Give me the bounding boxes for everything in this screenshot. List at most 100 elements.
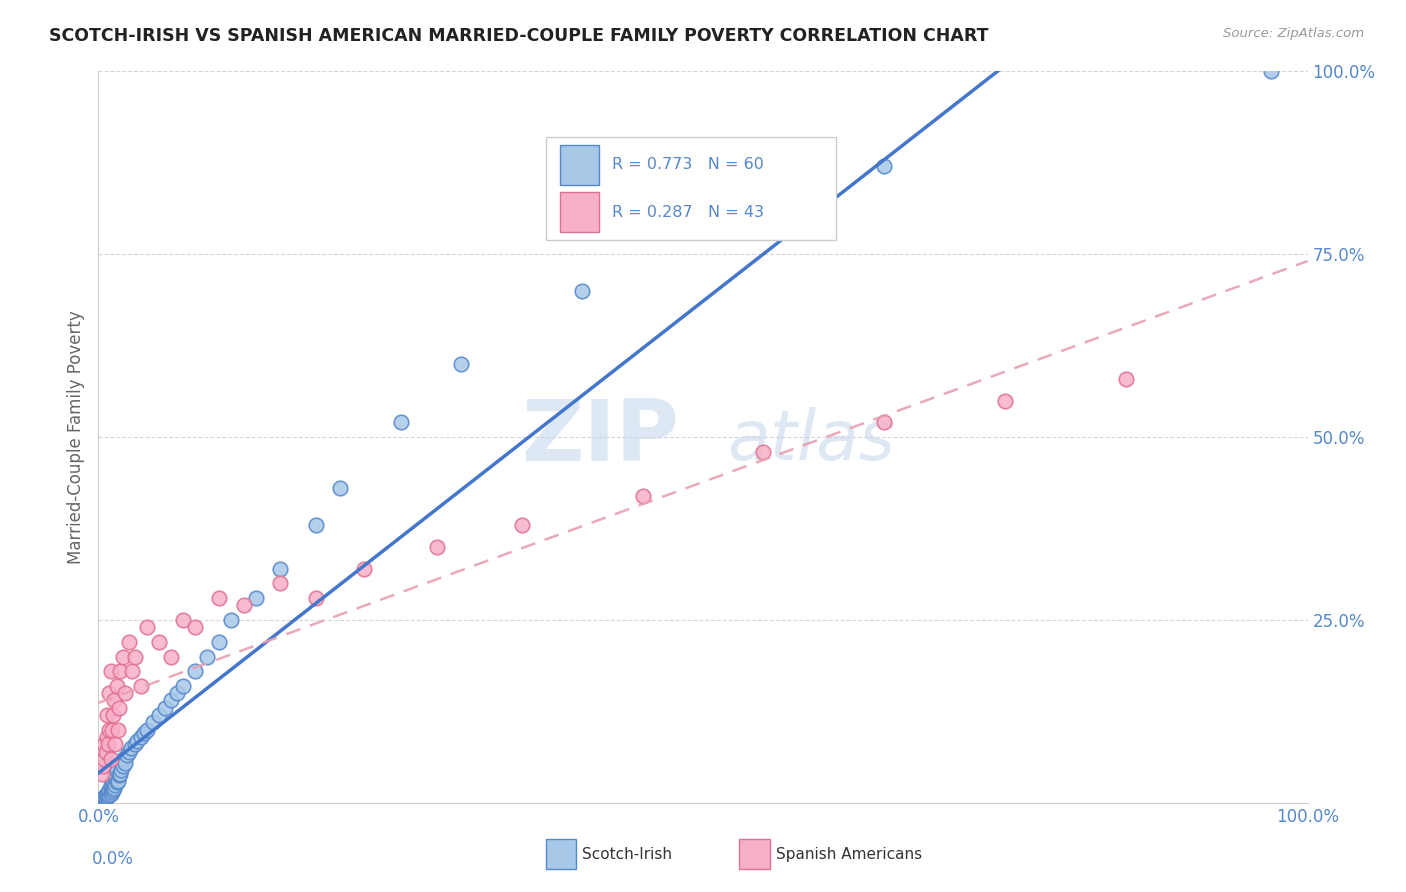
- Point: [111, 752, 134, 766]
- Point: [114, 756, 136, 770]
- Point: [124, 737, 146, 751]
- Point: [91, 792, 114, 806]
- Point: [104, 737, 127, 751]
- Point: [245, 591, 267, 605]
- Point: [305, 591, 328, 605]
- Point: [98, 686, 121, 700]
- Point: [100, 785, 122, 799]
- Point: [510, 517, 533, 532]
- Point: [103, 770, 125, 784]
- Text: ZIP: ZIP: [522, 395, 679, 479]
- Point: [94, 745, 117, 759]
- Point: [108, 664, 131, 678]
- Point: [450, 357, 472, 371]
- Point: [93, 791, 115, 805]
- Bar: [561, 192, 599, 232]
- Text: SCOTCH-IRISH VS SPANISH AMERICAN MARRIED-COUPLE FAMILY POVERTY CORRELATION CHART: SCOTCH-IRISH VS SPANISH AMERICAN MARRIED…: [49, 27, 988, 45]
- Point: [118, 635, 141, 649]
- Point: [94, 789, 117, 803]
- Point: [118, 745, 141, 759]
- Point: [105, 763, 128, 777]
- Point: [96, 708, 118, 723]
- Point: [105, 775, 128, 789]
- Point: [389, 416, 412, 430]
- Point: [105, 679, 128, 693]
- Point: [148, 708, 170, 723]
- Point: [97, 785, 120, 799]
- Point: [124, 649, 146, 664]
- Point: [94, 790, 117, 805]
- Point: [121, 664, 143, 678]
- Point: [100, 787, 122, 801]
- Point: [1115, 371, 1137, 385]
- Point: [101, 773, 124, 788]
- Point: [93, 789, 115, 804]
- Point: [873, 416, 896, 430]
- Point: [108, 768, 131, 782]
- Point: [108, 700, 131, 714]
- Point: [329, 481, 352, 495]
- Point: [269, 562, 291, 576]
- Point: [107, 723, 129, 737]
- Point: [195, 649, 218, 664]
- Point: [104, 778, 127, 792]
- Point: [994, 393, 1017, 408]
- Bar: [561, 145, 599, 185]
- Point: [873, 160, 896, 174]
- Text: R = 0.773   N = 60: R = 0.773 N = 60: [613, 157, 765, 172]
- Point: [305, 517, 328, 532]
- Point: [127, 733, 149, 747]
- Point: [114, 686, 136, 700]
- Point: [426, 540, 449, 554]
- Text: 0.0%: 0.0%: [93, 850, 134, 868]
- FancyBboxPatch shape: [546, 137, 837, 240]
- Point: [100, 778, 122, 792]
- Point: [142, 715, 165, 730]
- Point: [134, 726, 156, 740]
- Point: [103, 693, 125, 707]
- Point: [98, 723, 121, 737]
- Point: [97, 789, 120, 804]
- Point: [692, 211, 714, 225]
- Point: [160, 693, 183, 707]
- Point: [91, 766, 114, 780]
- Text: Source: ZipAtlas.com: Source: ZipAtlas.com: [1223, 27, 1364, 40]
- Point: [111, 759, 134, 773]
- Point: [96, 787, 118, 801]
- Point: [100, 752, 122, 766]
- Y-axis label: Married-Couple Family Poverty: Married-Couple Family Poverty: [66, 310, 84, 564]
- Point: [353, 562, 375, 576]
- Bar: [740, 839, 769, 869]
- Point: [148, 635, 170, 649]
- Point: [172, 679, 194, 693]
- Point: [184, 620, 207, 634]
- Point: [752, 444, 775, 458]
- Point: [1260, 64, 1282, 78]
- Point: [111, 649, 134, 664]
- Text: atlas: atlas: [727, 408, 896, 475]
- Point: [100, 723, 122, 737]
- Point: [208, 635, 231, 649]
- Point: [110, 763, 132, 777]
- Point: [232, 599, 254, 613]
- Point: [208, 591, 231, 605]
- Point: [108, 766, 131, 780]
- Point: [166, 686, 188, 700]
- Point: [100, 780, 122, 794]
- Point: [100, 664, 122, 678]
- Point: [135, 723, 157, 737]
- Point: [98, 789, 121, 803]
- Point: [101, 782, 124, 797]
- Point: [96, 730, 118, 744]
- Point: [96, 789, 118, 804]
- Point: [103, 781, 125, 796]
- Point: [97, 737, 120, 751]
- Point: [91, 759, 114, 773]
- Point: [135, 620, 157, 634]
- Point: [98, 782, 121, 797]
- Point: [93, 752, 115, 766]
- Bar: [546, 839, 576, 869]
- Point: [93, 737, 115, 751]
- Text: R = 0.287   N = 43: R = 0.287 N = 43: [613, 204, 765, 219]
- Point: [129, 730, 152, 744]
